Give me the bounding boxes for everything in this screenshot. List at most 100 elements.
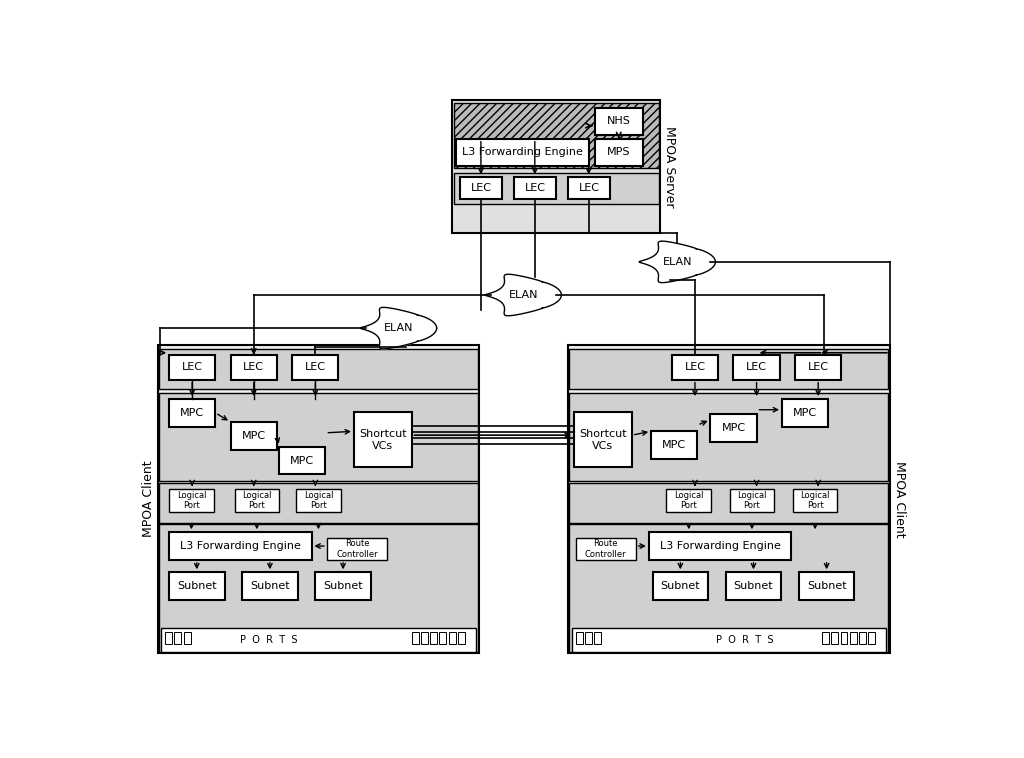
FancyBboxPatch shape (169, 532, 311, 560)
FancyBboxPatch shape (569, 349, 888, 389)
Polygon shape (360, 307, 436, 349)
FancyBboxPatch shape (831, 631, 839, 644)
FancyBboxPatch shape (595, 108, 643, 135)
FancyBboxPatch shape (159, 525, 478, 652)
FancyBboxPatch shape (412, 631, 419, 644)
FancyBboxPatch shape (782, 399, 828, 427)
FancyBboxPatch shape (730, 489, 774, 512)
FancyBboxPatch shape (159, 349, 478, 389)
FancyBboxPatch shape (651, 431, 697, 459)
FancyBboxPatch shape (799, 572, 854, 600)
FancyBboxPatch shape (454, 174, 658, 204)
FancyBboxPatch shape (569, 525, 888, 652)
Text: Subnet: Subnet (733, 581, 773, 591)
Text: ELAN: ELAN (384, 323, 414, 333)
FancyBboxPatch shape (672, 355, 718, 380)
FancyBboxPatch shape (234, 489, 280, 512)
FancyBboxPatch shape (585, 631, 592, 644)
Text: MPOA Client: MPOA Client (893, 461, 905, 537)
Text: Shortcut
VCs: Shortcut VCs (580, 429, 627, 450)
FancyBboxPatch shape (159, 393, 478, 481)
Text: MPC: MPC (663, 440, 686, 450)
Text: LEC: LEC (244, 362, 264, 372)
Text: L3 Forwarding Engine: L3 Forwarding Engine (659, 541, 780, 551)
FancyBboxPatch shape (571, 628, 886, 652)
Polygon shape (639, 241, 716, 283)
FancyBboxPatch shape (174, 631, 181, 644)
FancyBboxPatch shape (296, 489, 341, 512)
FancyBboxPatch shape (568, 345, 890, 653)
FancyBboxPatch shape (292, 355, 339, 380)
FancyBboxPatch shape (430, 631, 437, 644)
FancyBboxPatch shape (868, 631, 876, 644)
FancyBboxPatch shape (243, 572, 298, 600)
FancyBboxPatch shape (421, 631, 428, 644)
Text: ELAN: ELAN (509, 290, 538, 300)
Text: P  O  R  T  S: P O R T S (241, 635, 298, 645)
Text: ELAN: ELAN (663, 257, 692, 267)
FancyBboxPatch shape (859, 631, 866, 644)
Text: LEC: LEC (746, 362, 767, 372)
FancyBboxPatch shape (795, 355, 842, 380)
FancyBboxPatch shape (822, 631, 829, 644)
FancyBboxPatch shape (158, 345, 479, 653)
FancyBboxPatch shape (159, 483, 478, 523)
FancyBboxPatch shape (169, 489, 214, 512)
FancyBboxPatch shape (575, 631, 583, 644)
FancyBboxPatch shape (841, 631, 848, 644)
FancyBboxPatch shape (569, 393, 888, 481)
FancyBboxPatch shape (169, 399, 215, 427)
Text: LEC: LEC (305, 362, 326, 372)
Text: MPC: MPC (721, 423, 745, 434)
FancyBboxPatch shape (327, 538, 387, 560)
FancyBboxPatch shape (569, 483, 888, 523)
FancyBboxPatch shape (667, 489, 711, 512)
Text: MPS: MPS (607, 147, 631, 157)
Text: P  O  R  T  S: P O R T S (716, 635, 774, 645)
FancyBboxPatch shape (454, 103, 658, 168)
Text: LEC: LEC (181, 362, 203, 372)
FancyBboxPatch shape (652, 572, 708, 600)
FancyBboxPatch shape (460, 177, 503, 199)
FancyBboxPatch shape (183, 631, 190, 644)
Text: MPOA Client: MPOA Client (141, 461, 155, 537)
FancyBboxPatch shape (726, 572, 781, 600)
FancyBboxPatch shape (568, 177, 610, 199)
FancyBboxPatch shape (449, 631, 456, 644)
FancyBboxPatch shape (733, 355, 779, 380)
Text: L3 Forwarding Engine: L3 Forwarding Engine (462, 147, 583, 157)
Text: LEC: LEC (524, 183, 546, 193)
FancyBboxPatch shape (649, 532, 792, 560)
FancyBboxPatch shape (594, 631, 601, 644)
FancyBboxPatch shape (165, 631, 172, 644)
Text: Shortcut
VCs: Shortcut VCs (359, 429, 407, 450)
FancyBboxPatch shape (162, 628, 475, 652)
FancyBboxPatch shape (574, 412, 632, 468)
Text: Logical
Port: Logical Port (304, 491, 333, 510)
Text: MPC: MPC (290, 456, 314, 465)
Text: Logical
Port: Logical Port (674, 491, 703, 510)
FancyBboxPatch shape (169, 572, 224, 600)
Text: MPC: MPC (242, 431, 266, 441)
Text: Subnet: Subnet (324, 581, 362, 591)
FancyBboxPatch shape (439, 631, 446, 644)
Text: MPC: MPC (793, 408, 817, 418)
Text: Logical
Port: Logical Port (242, 491, 271, 510)
FancyBboxPatch shape (354, 412, 412, 468)
FancyBboxPatch shape (230, 422, 276, 449)
Text: Subnet: Subnet (660, 581, 700, 591)
Text: LEC: LEC (808, 362, 828, 372)
Text: Logical
Port: Logical Port (177, 491, 206, 510)
Text: Subnet: Subnet (807, 581, 847, 591)
Text: MPC: MPC (180, 408, 204, 418)
FancyBboxPatch shape (575, 538, 636, 560)
FancyBboxPatch shape (457, 139, 589, 166)
FancyBboxPatch shape (458, 631, 465, 644)
Text: Subnet: Subnet (177, 581, 217, 591)
Polygon shape (485, 274, 561, 316)
FancyBboxPatch shape (315, 572, 371, 600)
Text: LEC: LEC (684, 362, 706, 372)
Text: LEC: LEC (579, 183, 600, 193)
Text: L3 Forwarding Engine: L3 Forwarding Engine (180, 541, 301, 551)
FancyBboxPatch shape (595, 139, 643, 166)
